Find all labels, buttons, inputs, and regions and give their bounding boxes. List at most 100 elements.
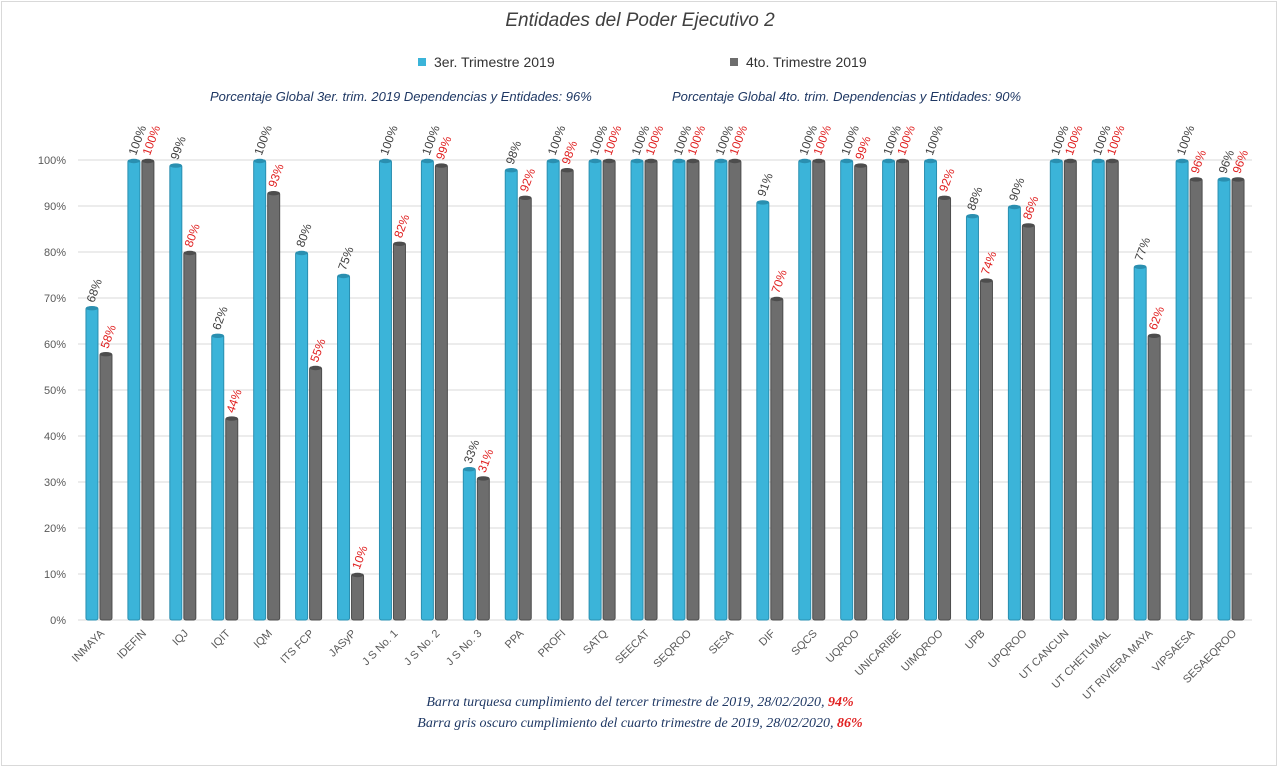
bar-q4 xyxy=(309,366,323,621)
bar-q3 xyxy=(1091,159,1105,621)
data-label-q3: 98% xyxy=(503,139,524,167)
y-tick-label: 90% xyxy=(44,201,66,213)
data-label-q4: 86% xyxy=(1020,194,1041,222)
bar-q3 xyxy=(588,159,602,621)
bar-q3 xyxy=(378,159,392,621)
bar-top-q3 xyxy=(295,250,308,256)
bar-q3 xyxy=(1007,205,1021,621)
bar-top-q4 xyxy=(519,195,532,200)
bar-top-q4 xyxy=(1148,333,1161,338)
bar-q4 xyxy=(434,164,448,621)
y-tick-label: 100% xyxy=(38,155,66,167)
bar-q4 xyxy=(392,242,406,621)
bar-q4 xyxy=(686,159,700,621)
bar-top-q4 xyxy=(1022,223,1035,228)
bar-q4 xyxy=(644,159,658,621)
bar-q3 xyxy=(420,159,434,621)
bar-top-q3 xyxy=(379,158,392,164)
x-category-label: IQM xyxy=(252,628,275,651)
bar-top-q4 xyxy=(141,158,154,164)
x-category-label: PROFI xyxy=(536,628,568,660)
bar-q4 xyxy=(141,159,155,621)
data-label-q4: 93% xyxy=(265,162,286,190)
y-tick-label: 70% xyxy=(44,293,66,305)
bar-q3 xyxy=(169,164,183,621)
bar-top-q3 xyxy=(421,158,434,164)
x-category-label: UT RIVIERA MAYA xyxy=(1081,627,1156,702)
x-category-label: IQIT xyxy=(209,627,233,651)
x-category-label: SATQ xyxy=(581,627,610,656)
bar-q4 xyxy=(1147,334,1161,621)
data-label-q4: 74% xyxy=(978,249,999,277)
chart-title: Entidades del Poder Ejecutivo 2 xyxy=(505,10,775,31)
bar-top-q4 xyxy=(770,296,783,302)
legend-swatch-q3 xyxy=(418,58,426,66)
data-label-q4: 62% xyxy=(1146,304,1167,332)
legend-label-q3: 3er. Trimestre 2019 xyxy=(434,54,555,70)
x-category-label: SQCS xyxy=(789,628,820,659)
x-category-label: SEQROO xyxy=(651,627,694,670)
x-category-label: ITS FCP xyxy=(278,628,316,666)
bar-top-q3 xyxy=(505,168,518,173)
data-label-q4: 44% xyxy=(223,387,244,415)
data-label-q4: 58% xyxy=(98,323,119,351)
footer-line-q3: Barra turquesa cumplimiento del tercer t… xyxy=(0,695,1280,711)
bar-q3 xyxy=(211,334,225,621)
footer-pct-q3: 94% xyxy=(828,695,854,710)
bar-q4 xyxy=(728,159,742,621)
y-tick-label: 80% xyxy=(44,247,66,259)
x-category-label: UIMQROO xyxy=(899,627,946,674)
x-category-label: PPA xyxy=(503,627,527,651)
y-tick-label: 40% xyxy=(44,431,66,443)
bar-top-q4 xyxy=(1190,177,1203,182)
data-label-q3: 100% xyxy=(377,123,401,157)
bar-top-q4 xyxy=(225,416,238,421)
bar-q4 xyxy=(979,279,993,621)
bar-q4 xyxy=(518,196,532,621)
bar-q3 xyxy=(672,159,686,621)
legend-swatch-q4 xyxy=(730,58,738,66)
bar-top-q3 xyxy=(840,158,853,164)
bar-top-q3 xyxy=(169,163,182,168)
x-category-label: IDEFIN xyxy=(115,628,149,662)
data-label-q3: 88% xyxy=(964,185,985,213)
bar-top-q3 xyxy=(966,214,979,219)
bar-top-q3 xyxy=(672,158,685,164)
data-label-q3: 99% xyxy=(167,134,188,162)
bar-q4 xyxy=(896,159,910,621)
bar-q4 xyxy=(99,352,113,621)
data-label-q3: 77% xyxy=(1132,235,1153,263)
x-category-label: DIF xyxy=(757,627,778,648)
bars xyxy=(85,158,1245,621)
bar-top-q4 xyxy=(267,191,280,196)
bar-q4 xyxy=(602,159,616,621)
bar-q4 xyxy=(183,251,197,621)
bar-q3 xyxy=(85,306,99,621)
bar-top-q4 xyxy=(938,195,951,200)
bar-top-q4 xyxy=(812,158,825,164)
legend-item-q3: 3er. Trimestre 2019 xyxy=(418,54,555,70)
bar-q4 xyxy=(1189,177,1203,621)
bar-top-q4 xyxy=(561,168,574,173)
data-label-q3: 62% xyxy=(209,304,230,332)
data-label-q3: 80% xyxy=(293,221,314,249)
bar-q3 xyxy=(253,159,267,621)
bar-q3 xyxy=(295,251,309,621)
bar-top-q4 xyxy=(99,352,112,357)
data-label-q4: 70% xyxy=(768,267,789,295)
x-category-label: J S No. 1 xyxy=(360,628,400,668)
bar-q3 xyxy=(337,274,351,621)
bar-q4 xyxy=(476,476,490,621)
bar-q3 xyxy=(924,159,938,621)
bar-top-q3 xyxy=(1176,158,1189,164)
data-label-q3: 100% xyxy=(251,123,275,157)
bar-top-q4 xyxy=(477,476,490,481)
footer-text-q3: Barra turquesa cumplimiento del tercer t… xyxy=(426,695,825,710)
bar-top-q3 xyxy=(211,333,224,338)
bar-top-q3 xyxy=(1134,264,1147,269)
bar-q4 xyxy=(812,159,826,621)
bar-top-q3 xyxy=(714,158,727,164)
bar-top-q4 xyxy=(183,250,196,256)
bar-top-q3 xyxy=(253,158,266,164)
